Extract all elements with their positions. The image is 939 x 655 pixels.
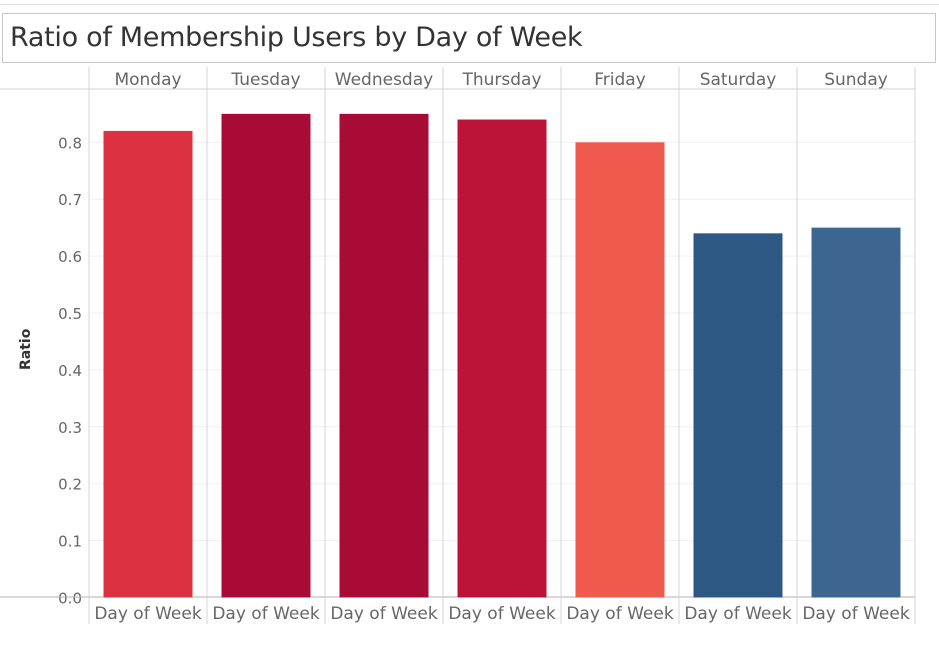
category-label: Friday — [594, 70, 646, 90]
x-axis-label: Day of Week — [684, 604, 791, 624]
bar[interactable] — [811, 227, 901, 598]
bar[interactable] — [339, 113, 429, 598]
x-axis-label: Day of Week — [212, 604, 319, 624]
y-tick-label: 0.6 — [58, 248, 82, 266]
y-tick-label: 0.3 — [58, 419, 82, 437]
x-axis-label: Day of Week — [94, 604, 201, 624]
y-tick-label: 0.2 — [58, 476, 82, 494]
x-axis-label: Day of Week — [330, 604, 437, 624]
x-axis-label: Day of Week — [566, 604, 673, 624]
category-label: Thursday — [461, 70, 541, 90]
y-axis-label: Ratio — [18, 328, 34, 370]
y-tick-label: 0.5 — [58, 305, 82, 323]
bar[interactable] — [693, 233, 783, 598]
top-rule — [0, 4, 939, 5]
category-label: Saturday — [700, 70, 777, 90]
bar[interactable] — [103, 130, 193, 598]
category-label: Monday — [114, 70, 181, 90]
bar[interactable] — [575, 142, 665, 598]
y-tick-label: 0.8 — [58, 134, 82, 152]
y-tick-label: 0.0 — [58, 590, 82, 608]
x-axis-label: Day of Week — [448, 604, 555, 624]
y-tick-label: 0.1 — [58, 533, 82, 551]
title-box: Ratio of Membership Users by Day of Week — [2, 13, 936, 63]
x-axis-label: Day of Week — [802, 604, 909, 624]
bar[interactable] — [221, 113, 311, 598]
y-tick-label: 0.7 — [58, 191, 82, 209]
chart-title: Ratio of Membership Users by Day of Week — [10, 22, 583, 53]
bar[interactable] — [457, 119, 547, 598]
category-label: Tuesday — [230, 70, 300, 90]
y-tick-label: 0.4 — [58, 362, 82, 380]
category-label: Sunday — [824, 70, 888, 90]
category-label: Wednesday — [335, 70, 433, 90]
